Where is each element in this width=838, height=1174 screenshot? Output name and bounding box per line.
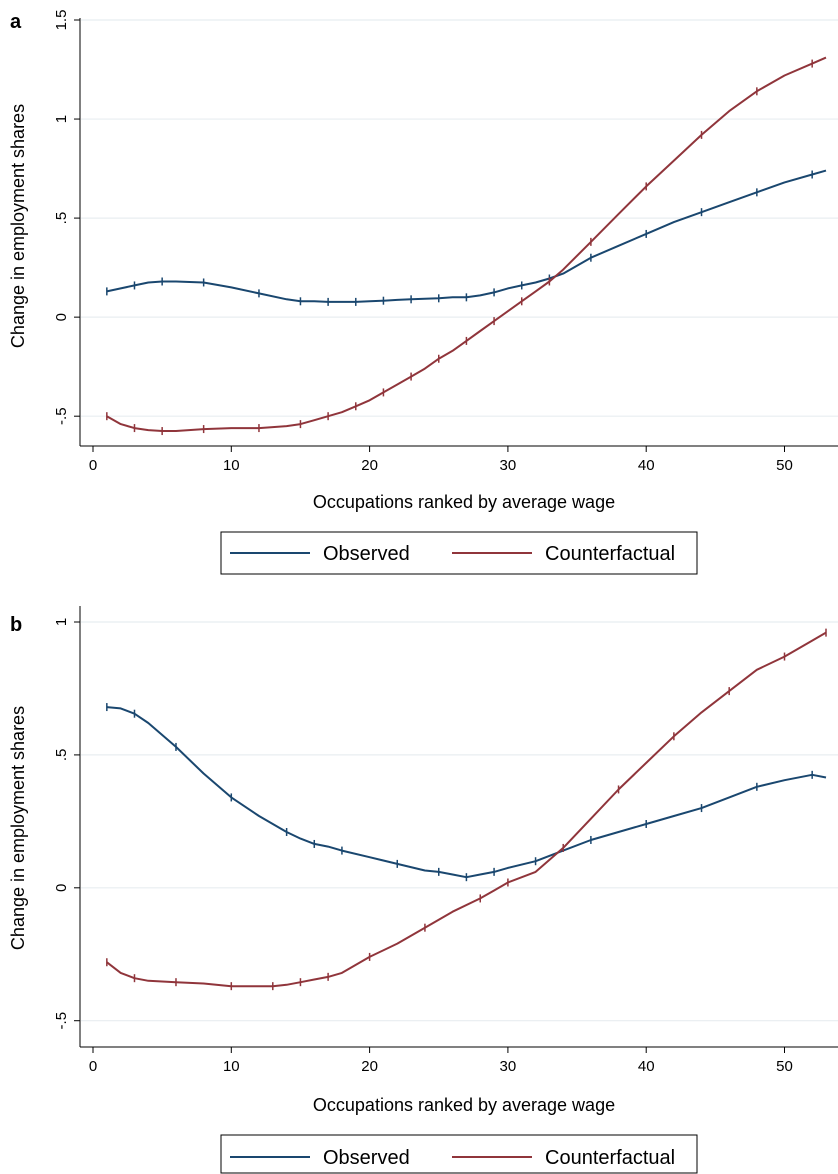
x-axis-title-b: Occupations ranked by average wage <box>313 1095 615 1115</box>
x-tick-label: 0 <box>89 457 97 474</box>
legend-b: Observed Counterfactual <box>220 1134 698 1174</box>
grid-lines-b <box>81 621 838 1022</box>
y-tick-label: -.5 <box>53 407 70 425</box>
y-tick-label: 1.5 <box>53 10 70 31</box>
x-tick-label: 20 <box>361 1058 378 1075</box>
legend-label-observed-b: Observed <box>323 1147 410 1169</box>
series-line-counterfactual-a <box>106 56 827 432</box>
x-tick-label: 30 <box>500 1058 517 1075</box>
y-ticks-b: -.5 0 .5 1 <box>53 618 80 1030</box>
panel-label-b: b <box>10 614 22 636</box>
x-tick-label: 40 <box>638 457 655 474</box>
legend-label-counterfactual-b: Counterfactual <box>545 1147 675 1169</box>
x-ticks-a: 0 10 20 30 40 50 <box>89 446 793 474</box>
series-line-counterfactual-b <box>106 631 827 988</box>
chart-panel-a: a -.5 0 .5 1 1.5 0 10 20 30 40 50 Occupations ran… <box>8 10 838 575</box>
legend-label-counterfactual-a: Counterfactual <box>545 543 675 565</box>
x-tick-label: 20 <box>361 457 378 474</box>
y-axis-title-a: Change in employment shares <box>8 104 28 348</box>
y-tick-label: 0 <box>53 313 70 321</box>
panel-label-a: a <box>10 11 22 33</box>
y-tick-label: .5 <box>53 212 70 225</box>
y-ticks-a: -.5 0 .5 1 1.5 <box>53 10 80 425</box>
y-tick-label: .5 <box>53 749 70 762</box>
series-lines-a <box>106 56 827 436</box>
y-tick-label: 1 <box>53 115 70 123</box>
chart-panel-b: b -.5 0 .5 1 0 10 20 30 40 50 Occupations ranked… <box>8 606 838 1174</box>
x-tick-label: 10 <box>223 457 240 474</box>
y-tick-label: 0 <box>53 884 70 892</box>
series-line-observed-a <box>106 169 827 303</box>
x-tick-label: 30 <box>500 457 517 474</box>
x-tick-label: 50 <box>776 1058 793 1075</box>
grid-lines-a <box>81 19 838 417</box>
x-ticks-b: 0 10 20 30 40 50 <box>89 1047 793 1075</box>
x-tick-label: 40 <box>638 1058 655 1075</box>
series-line-observed-b <box>106 706 827 879</box>
y-tick-label: -.5 <box>53 1012 70 1030</box>
x-tick-label: 50 <box>776 457 793 474</box>
legend-a: Observed Counterfactual <box>220 531 698 575</box>
legend-box-b <box>220 1134 698 1174</box>
y-tick-label: 1 <box>53 618 70 626</box>
legend-label-observed-a: Observed <box>323 543 410 565</box>
x-tick-label: 0 <box>89 1058 97 1075</box>
y-axis-title-b: Change in employment shares <box>8 706 28 950</box>
x-axis-title-a: Occupations ranked by average wage <box>313 492 615 512</box>
series-lines-b <box>106 628 827 991</box>
x-tick-label: 10 <box>223 1058 240 1075</box>
